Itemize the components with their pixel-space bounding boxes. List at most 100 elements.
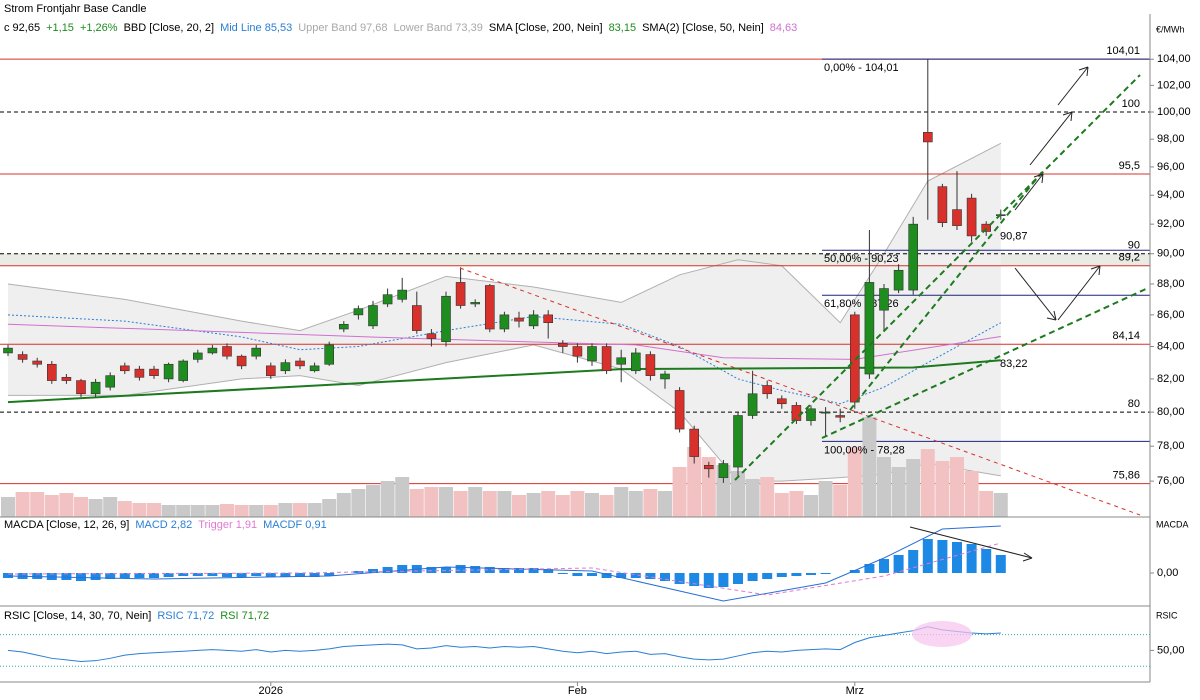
volume-bar — [220, 504, 234, 517]
histogram-bar — [864, 564, 875, 573]
volume-bar — [176, 505, 191, 517]
histogram-bar — [528, 568, 539, 573]
candle-body — [616, 357, 627, 365]
volume-bar — [818, 481, 833, 517]
fib-label: 100,00% - 78,28 — [824, 444, 905, 456]
y-tick-label: 102,00 — [1157, 79, 1191, 91]
frame — [0, 14, 1151, 683]
volume-bar — [351, 489, 366, 517]
volume-bar — [278, 503, 293, 517]
y-tick-label: 104,00 — [1157, 53, 1191, 65]
macd-line — [7, 542, 1001, 596]
histogram-bar — [222, 573, 232, 577]
candle-body — [543, 314, 554, 324]
volume-bar — [672, 467, 687, 517]
mid-line — [7, 314, 1002, 405]
candle-body — [703, 464, 714, 470]
rsi-line — [7, 626, 1001, 662]
candle-body — [587, 346, 597, 362]
volume-bar — [585, 493, 599, 517]
histogram-bar — [806, 573, 816, 575]
legend-item: RSI 71,72 — [220, 610, 269, 622]
panel-label: RSIC — [1156, 610, 1178, 620]
histogram-bar — [265, 573, 276, 577]
level-label: 95,5 — [1119, 160, 1140, 172]
level-label: 100 — [1122, 98, 1140, 110]
candle-body — [937, 186, 948, 223]
histogram-bar — [470, 566, 481, 573]
volume-bar — [993, 493, 1008, 517]
annotation: 83,22 — [1000, 358, 1028, 370]
histogram-bar — [966, 544, 977, 573]
legend-item: 84,63 — [770, 22, 798, 34]
volume-bar — [74, 497, 88, 517]
volume-bar — [658, 491, 672, 517]
level-label: 80 — [1128, 398, 1140, 410]
volume-bar — [833, 485, 848, 517]
candle-body — [660, 373, 670, 380]
chart-title: Strom Frontjahr Base Candle — [4, 3, 146, 15]
candle-body — [922, 132, 933, 143]
histogram-bar — [557, 573, 568, 574]
histogram-bar — [61, 573, 72, 580]
volume-bar — [979, 491, 994, 517]
histogram-bar — [718, 573, 729, 587]
volume-bar — [614, 487, 629, 517]
volume-bar — [570, 491, 585, 517]
volume-bar — [30, 492, 45, 517]
sma-line — [7, 359, 1001, 404]
histogram-bar — [192, 573, 203, 576]
volume-bar — [468, 487, 483, 517]
volume-bar — [760, 477, 775, 517]
legend-item: BBD [Close, 20, 2] — [124, 22, 215, 34]
volume-bar — [701, 457, 716, 517]
volume-bar — [249, 505, 264, 517]
candle-body — [251, 347, 261, 357]
candle-body — [514, 317, 524, 322]
candle-body — [426, 333, 437, 339]
volume-bar — [147, 503, 161, 517]
volume-bar — [628, 491, 643, 517]
y-tick-label: 88,00 — [1157, 278, 1185, 290]
volume-bar — [877, 457, 891, 517]
candle-body — [163, 363, 174, 380]
candle-body — [645, 354, 656, 376]
candle-body — [835, 415, 846, 418]
histogram-bar — [922, 539, 933, 573]
volume-bar — [526, 493, 541, 517]
volume-bar — [774, 493, 789, 517]
volume-bar — [497, 491, 512, 517]
histogram-bar — [3, 573, 13, 578]
volume-bar — [409, 489, 424, 517]
histogram-bar — [703, 573, 714, 588]
candle-body — [762, 385, 773, 395]
histogram-bar — [295, 573, 305, 577]
volume-bar — [541, 491, 556, 517]
level-label: 90 — [1128, 240, 1140, 252]
drawings — [459, 66, 1149, 647]
candle-body — [324, 344, 335, 365]
candle-body — [689, 428, 700, 457]
histogram-bar — [484, 567, 495, 573]
legend-item: MACD 2,82 — [135, 519, 192, 531]
volume-bar — [891, 467, 906, 517]
y-tick-label: 50,00 — [1157, 644, 1185, 656]
volume-bar — [1, 497, 15, 517]
histogram-bar — [499, 568, 510, 573]
candle-body — [864, 282, 875, 375]
candle-body — [280, 362, 291, 372]
candle-body — [207, 347, 218, 354]
candle-body — [265, 365, 276, 376]
y-tick-label: 78,00 — [1157, 440, 1185, 452]
volume-bar — [322, 499, 337, 517]
histogram-bar — [543, 569, 554, 573]
candle-body — [908, 223, 919, 291]
candle-body — [236, 355, 247, 367]
candle-body — [806, 408, 816, 421]
volume-bar — [935, 461, 950, 517]
candle-body — [397, 289, 408, 300]
candle-body — [966, 197, 977, 237]
histogram-bar — [105, 573, 116, 579]
level-label: 84,14 — [1112, 330, 1140, 342]
volume-bar — [789, 491, 804, 517]
